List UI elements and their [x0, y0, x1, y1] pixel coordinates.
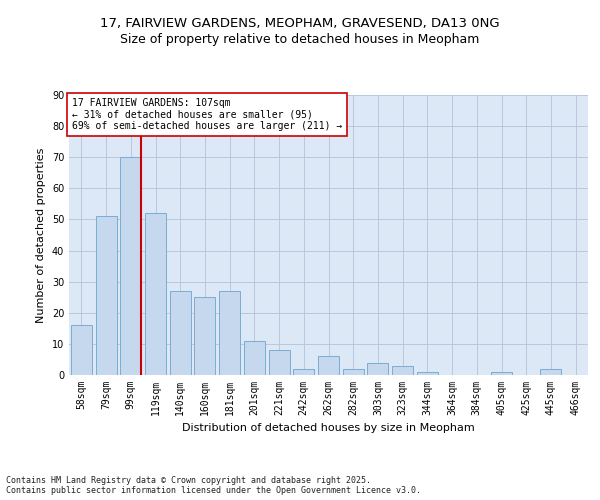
- Bar: [219, 291, 240, 375]
- Bar: [194, 297, 215, 375]
- Bar: [392, 366, 413, 375]
- Bar: [170, 291, 191, 375]
- Bar: [120, 157, 141, 375]
- X-axis label: Distribution of detached houses by size in Meopham: Distribution of detached houses by size …: [182, 424, 475, 434]
- Bar: [71, 325, 92, 375]
- Bar: [293, 369, 314, 375]
- Y-axis label: Number of detached properties: Number of detached properties: [36, 148, 46, 322]
- Bar: [244, 341, 265, 375]
- Bar: [95, 216, 116, 375]
- Bar: [367, 362, 388, 375]
- Bar: [343, 369, 364, 375]
- Bar: [145, 213, 166, 375]
- Text: 17 FAIRVIEW GARDENS: 107sqm
← 31% of detached houses are smaller (95)
69% of sem: 17 FAIRVIEW GARDENS: 107sqm ← 31% of det…: [71, 98, 342, 131]
- Bar: [417, 372, 438, 375]
- Bar: [318, 356, 339, 375]
- Bar: [491, 372, 512, 375]
- Bar: [541, 369, 562, 375]
- Text: 17, FAIRVIEW GARDENS, MEOPHAM, GRAVESEND, DA13 0NG: 17, FAIRVIEW GARDENS, MEOPHAM, GRAVESEND…: [100, 18, 500, 30]
- Bar: [269, 350, 290, 375]
- Text: Size of property relative to detached houses in Meopham: Size of property relative to detached ho…: [121, 32, 479, 46]
- Text: Contains HM Land Registry data © Crown copyright and database right 2025.
Contai: Contains HM Land Registry data © Crown c…: [6, 476, 421, 495]
